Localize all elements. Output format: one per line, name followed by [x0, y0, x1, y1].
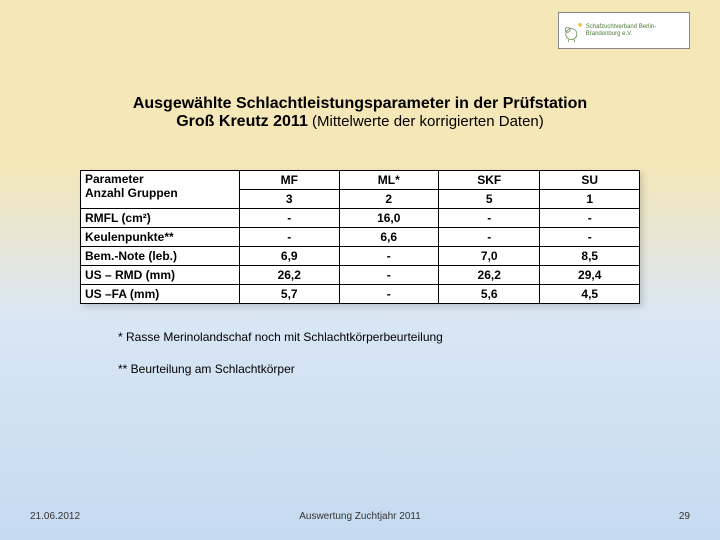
table-header-row: Parameter Anzahl Gruppen MF ML* SKF SU [81, 171, 640, 190]
cell: - [339, 266, 439, 285]
footer-center: Auswertung Zuchtjahr 2011 [0, 511, 720, 522]
cell: - [439, 228, 540, 247]
cell: - [339, 247, 439, 266]
row-anzahl-label: Anzahl Gruppen [85, 186, 178, 200]
row-label: RMFL (cm²) [81, 209, 240, 228]
header-su: SU [540, 171, 640, 190]
cell: 26,2 [439, 266, 540, 285]
cell: 4,5 [540, 285, 640, 304]
row-label: US –FA (mm) [81, 285, 240, 304]
table-row: RMFL (cm²) - 16,0 - - [81, 209, 640, 228]
cell: 5,7 [240, 285, 340, 304]
logo-text: Schafzuchtverband Berlin-Brandenburg e.V… [586, 24, 689, 37]
title-line1: Ausgewählte Schlachtleistungsparameter i… [133, 95, 587, 112]
table-row: Bem.-Note (leb.) 6,9 - 7,0 8,5 [81, 247, 640, 266]
cell: - [240, 228, 340, 247]
cell: 29,4 [540, 266, 640, 285]
cell: - [439, 209, 540, 228]
cell: 7,0 [439, 247, 540, 266]
slide-title: Ausgewählte Schlachtleistungsparameter i… [0, 95, 720, 131]
footnote-1: * Rasse Merinolandschaf noch mit Schlach… [118, 330, 443, 344]
anzahl-ml: 2 [339, 190, 439, 209]
logo: Schafzuchtverband Berlin-Brandenburg e.V… [558, 12, 690, 49]
row-label: US – RMD (mm) [81, 266, 240, 285]
anzahl-su: 1 [540, 190, 640, 209]
row-label: Keulenpunkte** [81, 228, 240, 247]
cell: - [540, 228, 640, 247]
table-row: Keulenpunkte** - 6,6 - - [81, 228, 640, 247]
header-mf: MF [240, 171, 340, 190]
cell: 8,5 [540, 247, 640, 266]
title-line2-rest: (Mittelwerte der korrigierten Daten) [308, 113, 544, 130]
footnote-2: ** Beurteilung am Schlachtkörper [118, 362, 295, 376]
slide: Schafzuchtverband Berlin-Brandenburg e.V… [0, 0, 720, 540]
cell: 6,9 [240, 247, 340, 266]
table-row: US –FA (mm) 5,7 - 5,6 4,5 [81, 285, 640, 304]
title-line2-bold: Groß Kreutz 2011 [176, 113, 308, 130]
anzahl-mf: 3 [240, 190, 340, 209]
row-label: Bem.-Note (leb.) [81, 247, 240, 266]
cell: 5,6 [439, 285, 540, 304]
cell: - [540, 209, 640, 228]
cell: - [339, 285, 439, 304]
header-param: Parameter [85, 172, 144, 186]
anzahl-skf: 5 [439, 190, 540, 209]
data-table: Parameter Anzahl Gruppen MF ML* SKF SU 3… [80, 170, 640, 304]
header-skf: SKF [439, 171, 540, 190]
footer-page: 29 [679, 511, 690, 522]
cell: 6,6 [339, 228, 439, 247]
cell: - [240, 209, 340, 228]
cell: 26,2 [240, 266, 340, 285]
sheep-icon [559, 17, 584, 45]
cell: 16,0 [339, 209, 439, 228]
table-row: US – RMD (mm) 26,2 - 26,2 29,4 [81, 266, 640, 285]
header-ml: ML* [339, 171, 439, 190]
